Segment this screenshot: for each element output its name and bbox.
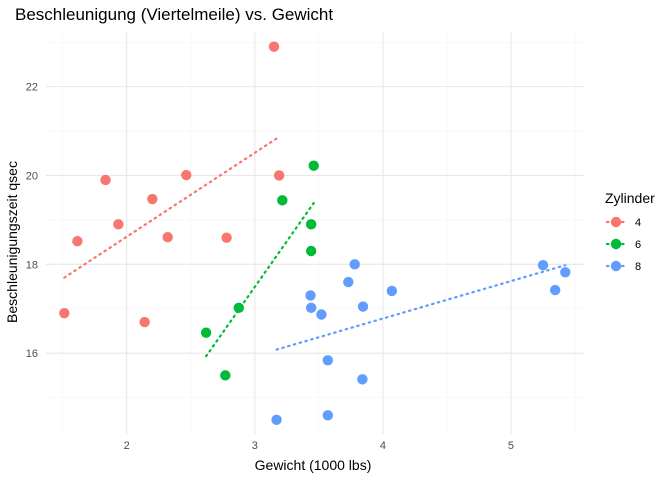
- legend-title: Zylinder: [605, 190, 655, 206]
- trend-lines: [63, 135, 567, 358]
- data-point-4: [139, 316, 150, 328]
- data-point-8: [357, 374, 368, 385]
- data-point-8: [537, 260, 549, 271]
- data-point-8: [271, 414, 282, 425]
- trend-line-4: [63, 135, 281, 279]
- data-point-8: [322, 355, 334, 366]
- legend: Zylinder 4 6 8: [605, 190, 655, 273]
- x-axis-ticks: 2 3 4 5: [124, 440, 514, 452]
- data-point-8: [316, 309, 327, 320]
- grid: [46, 32, 584, 434]
- data-point-6: [308, 160, 319, 171]
- y-tick-label: 16: [26, 348, 38, 360]
- data-point-4: [100, 174, 111, 186]
- chart-title: Beschleunigung (Viertelmeile) vs. Gewich…: [15, 5, 333, 24]
- data-point-8: [343, 276, 354, 288]
- legend-keys: 4 6 8: [605, 216, 641, 273]
- data-point-8: [549, 284, 561, 296]
- data-point-8: [322, 410, 334, 421]
- legend-label-6: 6: [635, 239, 641, 251]
- data-point-4: [147, 193, 158, 205]
- y-axis-title: Beschleunigungszeit qsec: [4, 161, 20, 323]
- trend-line-6: [205, 201, 315, 358]
- data-point-4: [59, 307, 70, 319]
- data-point-6: [200, 327, 212, 338]
- legend-label-8: 8: [635, 261, 641, 273]
- data-point-8: [305, 302, 317, 314]
- data-point-4: [181, 169, 192, 181]
- x-tick-label: 5: [508, 440, 514, 452]
- data-point-8: [560, 267, 571, 278]
- y-tick-label: 18: [26, 259, 38, 271]
- data-point-6: [305, 219, 317, 230]
- data-point-4: [162, 232, 173, 243]
- data-point-8: [357, 301, 369, 312]
- data-point-8: [349, 259, 360, 270]
- data-point-8: [305, 290, 316, 301]
- data-point-6: [277, 195, 288, 206]
- x-tick-label: 2: [124, 440, 130, 452]
- y-tick-label: 20: [26, 170, 38, 182]
- data-point-6: [220, 370, 231, 381]
- x-tick-label: 3: [252, 440, 258, 452]
- x-tick-label: 4: [380, 440, 386, 452]
- data-point-4: [221, 232, 232, 243]
- data-point-6: [305, 245, 317, 257]
- data-point-6: [233, 302, 244, 314]
- data-point-4: [113, 219, 124, 230]
- data-point-4: [268, 41, 280, 52]
- legend-key-point-6: [610, 238, 622, 250]
- legend-label-4: 4: [635, 217, 641, 229]
- y-axis-ticks: 16 18 20 22: [26, 82, 38, 361]
- data-points: [59, 41, 571, 425]
- legend-key-point-4: [610, 216, 622, 228]
- legend-key-point-8: [610, 260, 622, 272]
- data-point-4: [273, 170, 285, 181]
- trend-line-8: [275, 264, 567, 351]
- x-axis-title: Gewicht (1000 lbs): [255, 457, 372, 473]
- data-point-4: [72, 236, 83, 247]
- y-tick-label: 22: [26, 82, 38, 94]
- data-point-8: [386, 285, 398, 297]
